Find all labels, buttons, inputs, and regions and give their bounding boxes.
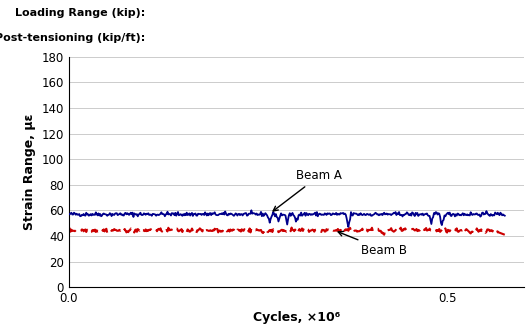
Text: Loading Range (kip):: Loading Range (kip):	[15, 8, 145, 17]
Text: Post-tensioning (kip/ft):: Post-tensioning (kip/ft):	[0, 33, 145, 42]
Text: Beam B: Beam B	[338, 231, 407, 257]
X-axis label: Cycles, ×10⁶: Cycles, ×10⁶	[253, 311, 340, 324]
Y-axis label: Strain Range, με: Strain Range, με	[23, 114, 36, 230]
Text: 2.0: 2.0	[329, 31, 351, 44]
Text: Beam A: Beam A	[273, 169, 342, 211]
Text: 90: 90	[331, 6, 349, 19]
